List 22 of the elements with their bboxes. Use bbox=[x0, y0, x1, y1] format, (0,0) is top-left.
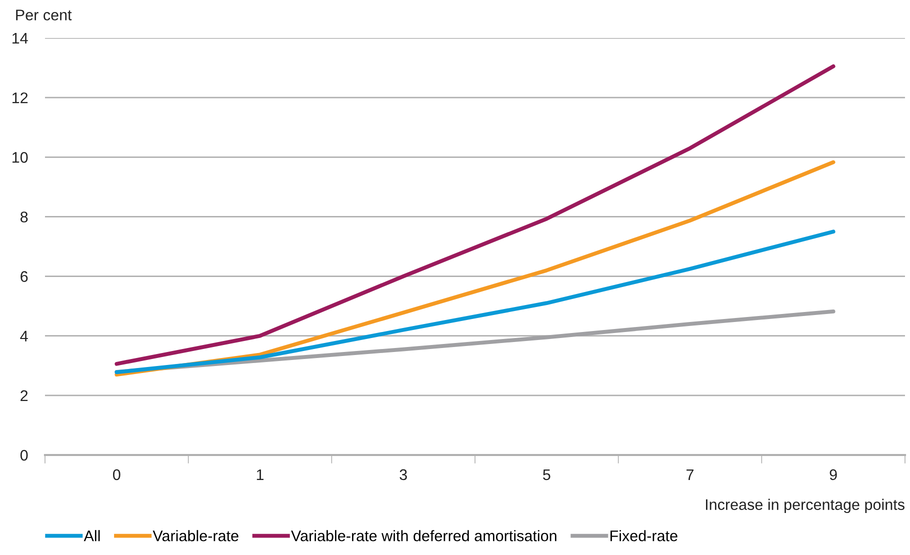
x-tick-label: 9 bbox=[830, 469, 837, 480]
legend-label: Variable-rate with deferred amortisation bbox=[291, 530, 556, 542]
line-series bbox=[114, 230, 836, 374]
y-tick-label: 10 bbox=[12, 152, 28, 163]
y-tick-label: 8 bbox=[20, 212, 28, 222]
x-tick-label: 7 bbox=[686, 469, 694, 480]
y-tick-label: 0 bbox=[20, 450, 28, 461]
y-tick-label: 2 bbox=[20, 390, 28, 401]
x-tick-label: 5 bbox=[543, 469, 550, 480]
x-tick-label: 3 bbox=[400, 469, 407, 480]
y-tick-label: 12 bbox=[12, 92, 28, 104]
x-axis-title: Increase in percentage points bbox=[706, 498, 904, 514]
x-tick-label: 1 bbox=[256, 469, 264, 480]
x-tick-label: 0 bbox=[113, 469, 120, 480]
y-axis-title: Per cent bbox=[16, 10, 72, 20]
y-tick-label: 14 bbox=[12, 33, 28, 44]
y-tick-label: 6 bbox=[20, 271, 28, 282]
legend-label: Variable-rate bbox=[152, 530, 238, 542]
legend-label: Fixed-rate bbox=[610, 530, 678, 542]
legend-label: All bbox=[84, 530, 100, 542]
line-series bbox=[114, 64, 836, 366]
y-tick-label: 4 bbox=[20, 330, 28, 342]
